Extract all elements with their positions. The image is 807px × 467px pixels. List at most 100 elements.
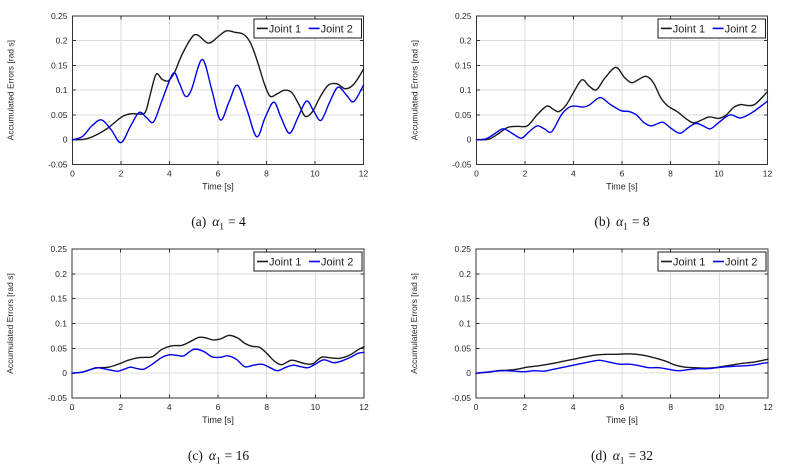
- y-axis-label: Accumulated Errors [rad s]: [409, 273, 419, 374]
- svg-text:0.1: 0.1: [55, 319, 67, 329]
- svg-text:8: 8: [668, 402, 673, 412]
- svg-text:0.15: 0.15: [50, 294, 67, 304]
- y-axis-label: Accumulated Errors [rad s]: [5, 273, 15, 374]
- svg-text:2: 2: [119, 168, 124, 178]
- subplot-b-caption: (b) α1 = 8: [594, 214, 649, 233]
- series-line-joint-2: [475, 96, 768, 141]
- svg-text:0.2: 0.2: [459, 36, 471, 46]
- svg-text:0.05: 0.05: [50, 343, 67, 353]
- svg-text:0.15: 0.15: [454, 60, 471, 70]
- legend: Joint 1 Joint 2: [253, 18, 362, 39]
- svg-text:4: 4: [571, 168, 576, 178]
- caption-alpha-symbol: α: [616, 214, 624, 230]
- series-line-joint-1: [474, 353, 769, 374]
- svg-text:-0.05: -0.05: [48, 393, 68, 403]
- svg-text:12: 12: [763, 402, 773, 412]
- svg-text:4: 4: [167, 402, 172, 412]
- svg-text:-0.05: -0.05: [48, 159, 68, 169]
- svg-text:0.25: 0.25: [50, 244, 67, 254]
- svg-text:12: 12: [359, 168, 369, 178]
- svg-text:10: 10: [310, 168, 320, 178]
- svg-text:6: 6: [619, 168, 624, 178]
- caption-value: = 8: [631, 214, 650, 230]
- legend-label-joint-1: Joint 1: [672, 23, 704, 35]
- y-axis-label: Accumulated Errors [rad s]: [6, 40, 16, 140]
- subplot-a: 0 2 4 6 8 10 12 -0.05 0 0.05 0.1 0.15 0.2 0.25 Time [s…: [0, 0, 403, 233]
- svg-text:8: 8: [668, 168, 673, 178]
- legend: Joint 1 Joint 2: [253, 251, 363, 272]
- legend-label-joint-1: Joint 1: [673, 257, 705, 269]
- legend: Joint 1 Joint 2: [657, 251, 766, 272]
- svg-text:0.25: 0.25: [454, 244, 471, 254]
- subplot-b: 0 2 4 6 8 10 12 -0.05 0 0.05 0.1 0.15 0.2 0.25 Time [s…: [403, 0, 807, 233]
- caption-subscript: 1: [619, 456, 625, 467]
- caption-value: = 32: [628, 448, 654, 463]
- caption-index: (c): [187, 448, 203, 463]
- legend-label-joint-2: Joint 2: [321, 257, 353, 269]
- subplot-c-caption: (c) α1 = 16: [188, 448, 249, 467]
- axes-box: [71, 15, 364, 165]
- svg-text:0.2: 0.2: [459, 269, 471, 279]
- caption-alpha-symbol: α: [612, 448, 620, 463]
- svg-text:2: 2: [522, 402, 527, 412]
- caption-subscript: 1: [623, 223, 628, 233]
- svg-text:0.1: 0.1: [459, 319, 471, 329]
- svg-text:6: 6: [216, 168, 221, 178]
- caption-subscript: 1: [219, 223, 225, 233]
- svg-text:0.15: 0.15: [454, 294, 471, 304]
- x-axis-label: Time [s]: [606, 181, 638, 191]
- series-line-joint-2: [71, 58, 365, 144]
- legend-label-joint-1: Joint 1: [269, 257, 301, 269]
- caption-alpha-symbol: α: [208, 448, 216, 463]
- svg-text:12: 12: [762, 168, 772, 178]
- svg-text:2: 2: [522, 168, 527, 178]
- caption-subscript: 1: [215, 456, 221, 467]
- svg-text:0: 0: [70, 402, 75, 412]
- svg-text:0.2: 0.2: [55, 269, 67, 279]
- series-line-joint-1: [475, 66, 768, 141]
- series-line-joint-2: [474, 359, 769, 374]
- svg-text:0.05: 0.05: [51, 110, 68, 120]
- caption-alpha-symbol: α: [212, 214, 220, 230]
- svg-text:0: 0: [474, 168, 479, 178]
- svg-text:10: 10: [714, 402, 724, 412]
- svg-text:0: 0: [466, 135, 471, 145]
- svg-text:0: 0: [63, 135, 68, 145]
- subplot-c: 0 2 4 6 8 10 12 -0.05 0 0.05 0.1 0.15 0.2 0.25 Time [s…: [0, 233, 403, 467]
- svg-text:0.25: 0.25: [454, 11, 471, 21]
- svg-text:0.05: 0.05: [454, 343, 471, 353]
- legend: Joint 1 Joint 2: [656, 18, 766, 39]
- svg-text:2: 2: [118, 402, 123, 412]
- caption-index: (d): [590, 448, 607, 463]
- caption-index: (b): [594, 214, 611, 230]
- svg-text:6: 6: [619, 402, 624, 412]
- svg-text:0.2: 0.2: [56, 36, 68, 46]
- series-line-joint-1: [71, 334, 365, 374]
- caption-value: = 4: [228, 214, 246, 230]
- svg-text:0: 0: [473, 402, 478, 412]
- svg-text:0: 0: [70, 168, 75, 178]
- svg-text:0.1: 0.1: [459, 85, 471, 95]
- svg-text:-0.05: -0.05: [451, 393, 471, 403]
- legend-label-joint-2: Joint 2: [725, 257, 757, 269]
- svg-text:0: 0: [466, 368, 471, 378]
- svg-text:6: 6: [216, 402, 221, 412]
- caption-index: (a): [191, 214, 207, 230]
- svg-text:8: 8: [264, 168, 269, 178]
- svg-text:0.1: 0.1: [56, 85, 68, 95]
- legend-label-joint-1: Joint 1: [269, 23, 301, 35]
- subplot-d: 0 2 4 6 8 10 12 -0.05 0 0.05 0.1 0.15 0.2 0.25 Time [s…: [403, 233, 807, 467]
- y-axis-label: Accumulated Errors [rad s]: [409, 40, 419, 140]
- x-axis-label: Time [s]: [606, 415, 638, 425]
- x-axis-label: Time [s]: [202, 415, 234, 425]
- subplot-a-caption: (a) α1 = 4: [191, 214, 246, 233]
- series-line-joint-2: [71, 348, 365, 374]
- svg-text:-0.05: -0.05: [452, 159, 472, 169]
